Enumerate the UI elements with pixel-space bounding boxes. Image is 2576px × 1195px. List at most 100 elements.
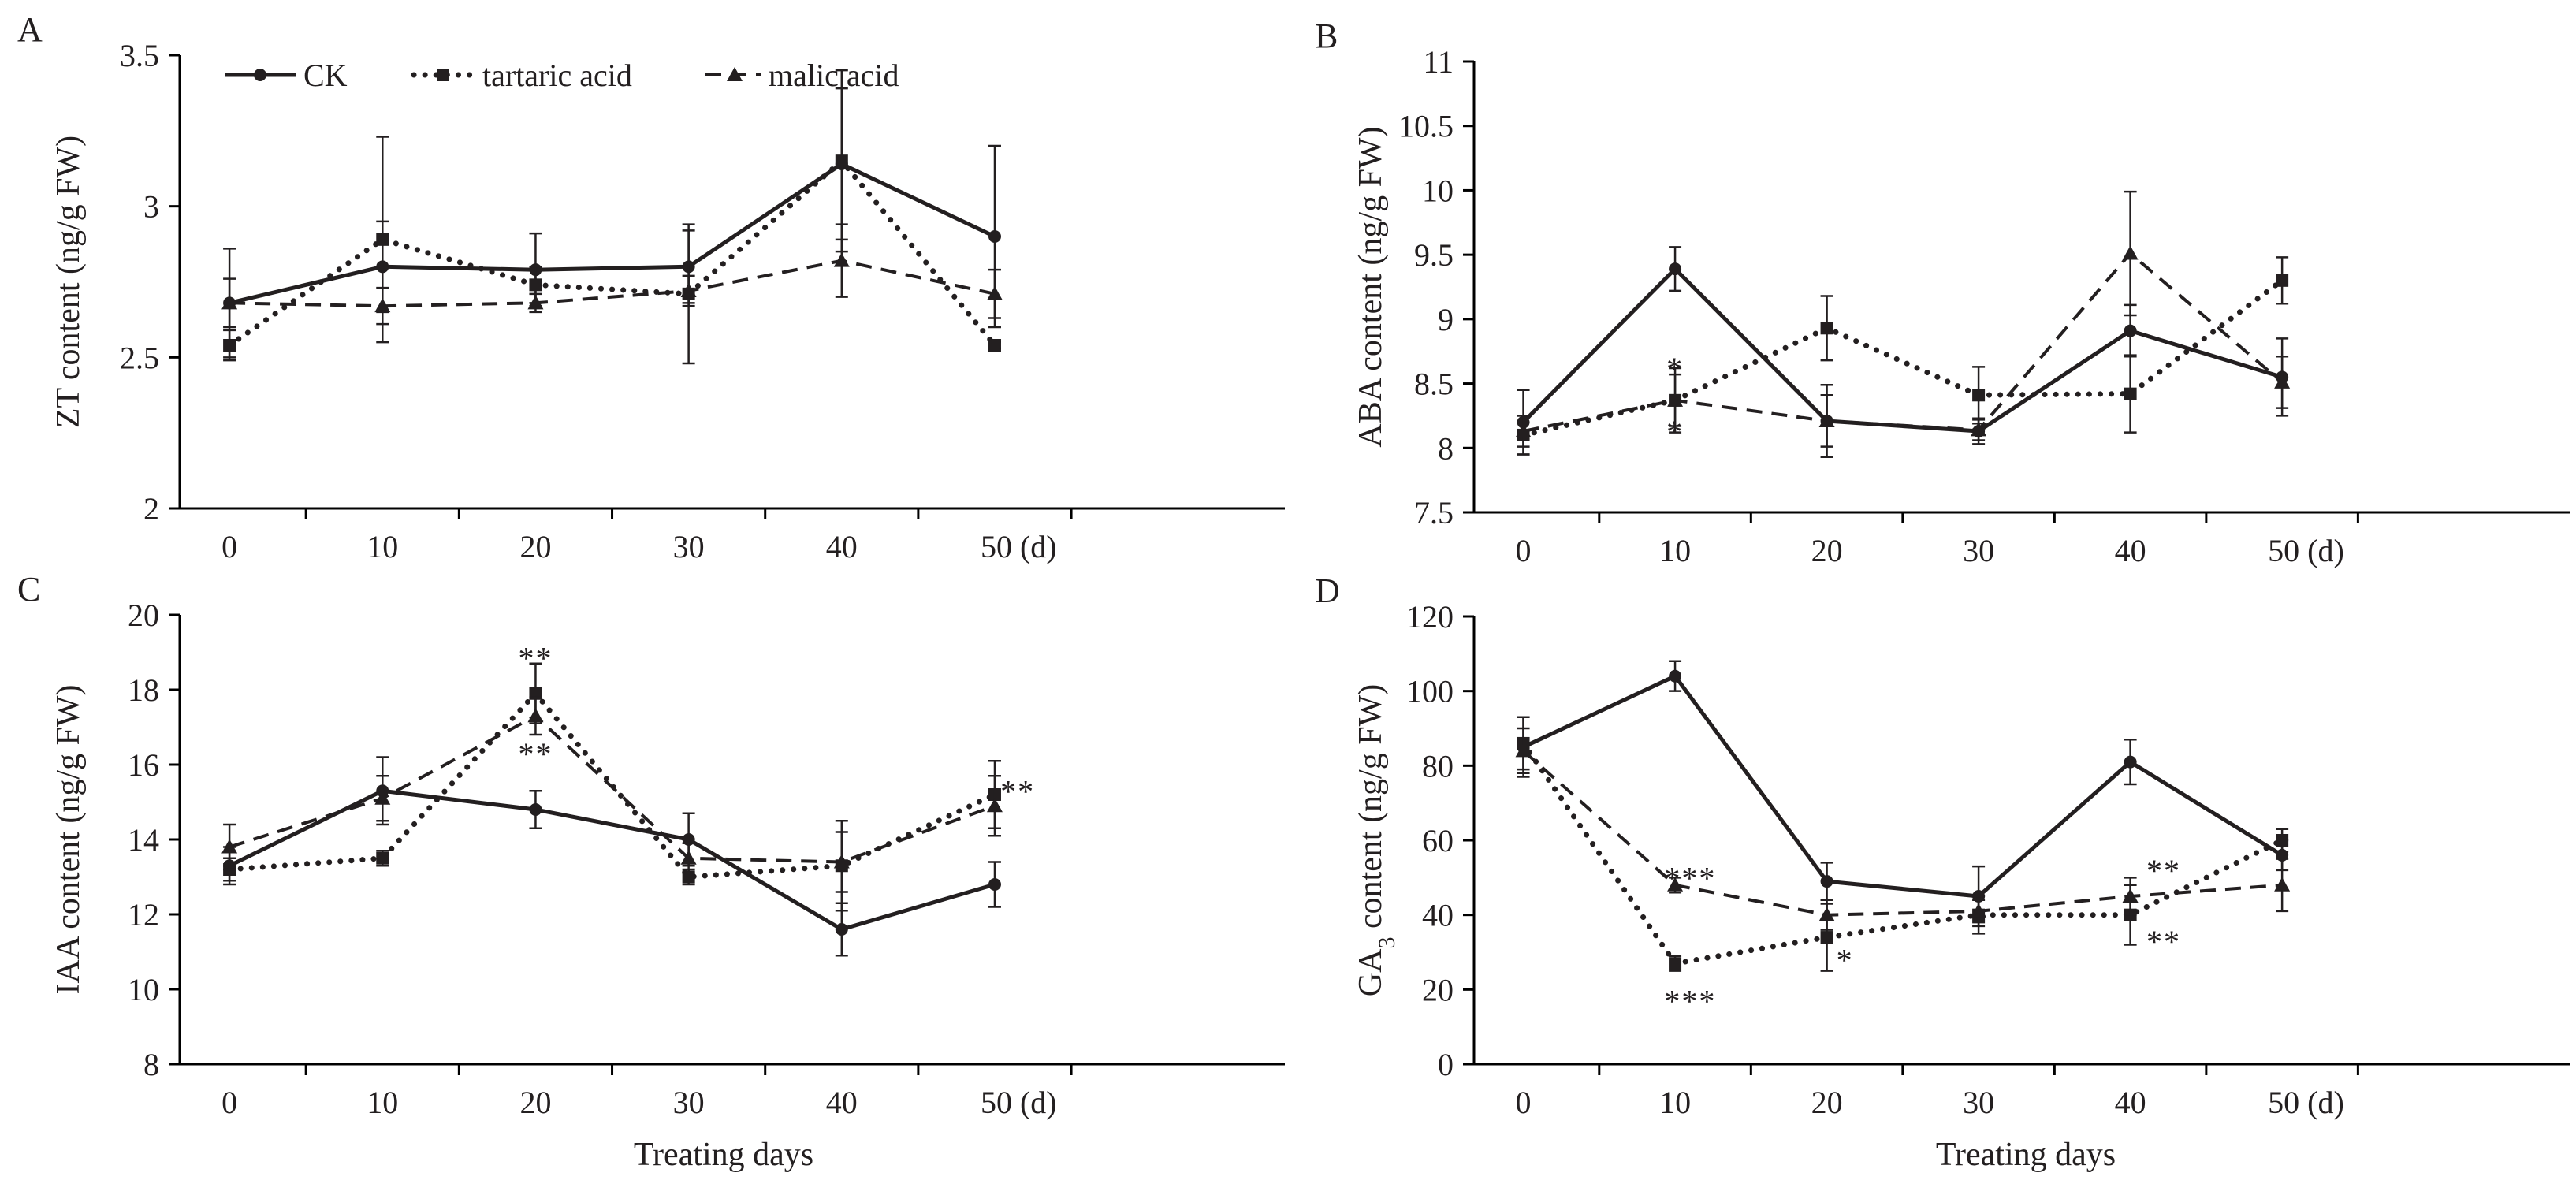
y-tick-label-b: 8	[1438, 430, 1454, 466]
x-tick-label-b: 10	[1659, 533, 1691, 568]
data-point-tartaric	[376, 851, 389, 865]
significance-label-d: *	[1837, 942, 1854, 977]
y-tick-label-c: 16	[128, 747, 159, 783]
x-axis-title-right: Treating days	[1936, 1137, 2116, 1173]
x-tick-label-b: 20	[1811, 533, 1843, 568]
data-point-ck	[988, 878, 1001, 891]
panel-label-c: C	[17, 570, 40, 609]
x-tick-label-a: 0	[221, 529, 237, 564]
x-tick-label-c: 30	[673, 1085, 705, 1120]
data-point-malic	[1818, 906, 1835, 921]
y-tick-label-b: 10.5	[1398, 109, 1454, 144]
x-tick-label-d: 50 (d)	[2268, 1085, 2344, 1120]
y-tick-label-c: 12	[128, 897, 159, 933]
data-point-malic	[986, 285, 1003, 300]
data-point-malic	[1515, 423, 1532, 438]
x-tick-label-d: 40	[2115, 1085, 2146, 1120]
data-point-malic	[1667, 392, 1684, 407]
y-tick-label-d: 80	[1422, 748, 1454, 784]
data-point-malic	[374, 790, 391, 805]
data-point-tartaric	[2276, 274, 2289, 287]
data-point-malic	[2274, 877, 2291, 892]
panel-a: A 2 2.5 3 3.5 0 10 20 30 40 50 (d) ZT content (ng/g…	[17, 10, 1285, 564]
data-point-ck	[2124, 324, 2137, 337]
legend-label-ck: CK	[303, 58, 348, 93]
data-point-malic	[680, 850, 697, 865]
y-axis-title-b: ABA content (ng/g FW)	[1353, 126, 1389, 447]
panel-c: C 8 10 12 14 16 18 20 0 10 20 30 40 50 (d) IAA content…	[17, 570, 1285, 1120]
series-line-tartaric	[226, 158, 998, 348]
significance-label-c: **	[518, 641, 553, 676]
data-point-malic	[2122, 888, 2139, 903]
data-point-tartaric	[376, 233, 389, 246]
y-tick-label-d: 40	[1422, 898, 1454, 933]
data-point-ck	[529, 803, 542, 816]
series-line-tartaric	[1521, 740, 2285, 966]
panel-label-b: B	[1315, 17, 1338, 55]
legend-item-ck: CK	[225, 58, 348, 93]
legend-item-tartaric: tartaric acid	[411, 58, 632, 93]
data-point-malic	[1818, 412, 1835, 427]
x-tick-label-b: 0	[1516, 533, 1532, 568]
series-line-tartaric	[1521, 277, 2285, 438]
legend-marker-tartaric	[437, 69, 449, 81]
x-tick-label-c: 50 (d)	[981, 1085, 1057, 1120]
y-tick-label-b: 7.5	[1414, 495, 1454, 530]
y-axis-title-c: IAA content (ng/g FW)	[50, 684, 87, 994]
x-tick-label-c: 20	[519, 1085, 551, 1120]
data-point-ck	[1820, 875, 1833, 888]
y-tick-label-d: 60	[1422, 823, 1454, 858]
data-point-tartaric	[529, 278, 542, 292]
legend-item-malic: malic acid	[705, 58, 899, 93]
x-tick-label-a: 30	[673, 529, 705, 564]
legend-label-malic: malic acid	[769, 58, 899, 93]
data-point-malic	[833, 854, 850, 869]
x-tick-label-a: 40	[826, 529, 858, 564]
panel-b: B 7.5 8 8.5 9 9.5 10 10.5 11 0 10 20 30 40 50 (d) ABA c…	[1315, 17, 2570, 568]
x-tick-label-a: 20	[519, 529, 551, 564]
data-point-malic	[221, 839, 238, 854]
data-point-malic	[1515, 743, 1532, 758]
data-point-malic	[527, 295, 544, 310]
data-point-tartaric	[1972, 389, 1986, 402]
significance-label-c: **	[1000, 773, 1035, 809]
data-point-ck	[1669, 669, 1682, 683]
x-tick-label-d: 30	[1963, 1085, 1994, 1120]
series-line-malic	[1522, 749, 2283, 917]
x-tick-label-b: 30	[1963, 533, 1994, 568]
data-point-ck	[2124, 755, 2137, 769]
x-axis-title-left: Treating days	[634, 1137, 813, 1173]
data-point-ck	[1669, 262, 1682, 276]
data-point-ck	[835, 923, 848, 936]
data-point-malic	[833, 252, 850, 267]
y-tick-label-a: 2	[143, 491, 159, 527]
data-point-malic	[2274, 374, 2291, 389]
x-tick-label-d: 10	[1659, 1085, 1691, 1120]
series-line-ck	[229, 162, 996, 305]
y-tick-label-c: 14	[128, 822, 159, 858]
y-tick-label-a: 3	[143, 189, 159, 225]
y-tick-label-b: 9	[1438, 302, 1454, 337]
y-tick-label-a: 3.5	[120, 38, 159, 73]
significance-label-b: *	[1666, 351, 1684, 386]
x-tick-label-c: 0	[221, 1085, 237, 1120]
data-point-tartaric	[988, 339, 1001, 352]
data-point-malic	[986, 798, 1003, 813]
significance-label-d: ***	[1664, 860, 1716, 895]
panel-label-d: D	[1315, 571, 1340, 610]
data-point-tartaric	[1820, 322, 1833, 335]
data-point-tartaric	[1820, 931, 1833, 944]
series-line-malic	[1523, 251, 2284, 433]
series-line-malic	[229, 259, 996, 308]
data-point-tartaric	[223, 339, 236, 352]
x-tick-label-c: 10	[367, 1085, 398, 1120]
x-tick-label-d: 20	[1811, 1085, 1843, 1120]
data-point-malic	[1971, 903, 1987, 918]
y-tick-label-b: 8.5	[1414, 367, 1454, 402]
y-tick-label-a: 2.5	[120, 340, 159, 375]
data-point-tartaric	[2124, 387, 2137, 400]
significance-label-d: ***	[1664, 984, 1716, 1019]
legend-marker-malic	[727, 67, 743, 81]
data-point-malic	[1667, 877, 1684, 892]
y-tick-label-b: 10	[1422, 173, 1454, 208]
